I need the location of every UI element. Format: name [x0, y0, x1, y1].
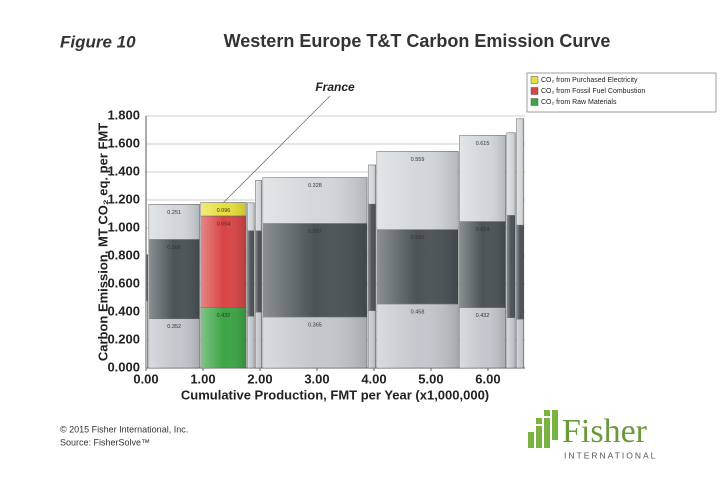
bar-sheen — [368, 310, 376, 368]
y-tick-label: 1.000 — [107, 219, 140, 234]
legend-label: CO₂ from Fossil Fuel Combustion — [541, 88, 645, 95]
bar-sheen — [516, 118, 524, 226]
legend-swatch — [530, 76, 539, 84]
data-label: 0.352 — [167, 324, 181, 330]
bar-sheen — [200, 307, 247, 368]
bar-sheen — [516, 225, 524, 319]
x-tick-label: 6.00 — [475, 371, 500, 386]
logo-mark — [528, 410, 558, 448]
legend-box — [526, 72, 717, 113]
bar-sheen — [506, 132, 516, 216]
x-tick-label: 5.00 — [418, 371, 443, 386]
legend-swatch — [530, 87, 539, 95]
bar-sheen — [247, 316, 255, 368]
x-tick-label: 2.00 — [247, 371, 272, 386]
y-tick-label: 1.400 — [107, 163, 140, 178]
bar-sheen — [459, 221, 506, 308]
y-tick-label: 1.200 — [107, 191, 140, 206]
data-label: 0.614 — [476, 227, 490, 233]
legend-label: CO₂ from Raw Materials — [541, 99, 617, 106]
x-axis-title: Cumulative Production, FMT per Year (x1,… — [181, 387, 489, 402]
copyright: © 2015 Fisher International, Inc. — [60, 424, 188, 434]
data-label: 0.328 — [308, 183, 322, 189]
chart-title: Western Europe T&T Carbon Emission Curve — [224, 31, 611, 51]
bar-sheen — [200, 202, 247, 216]
legend-label: CO₂ from Purchased Electricity — [541, 77, 638, 84]
y-tick-label: 0.000 — [107, 359, 140, 374]
bar-sheen — [262, 177, 368, 224]
logo-name: Fisher — [562, 413, 648, 450]
bar-sheen — [247, 230, 255, 317]
data-label: 0.566 — [167, 245, 181, 251]
data-label: 0.667 — [308, 229, 322, 235]
bar-sheen — [255, 312, 262, 368]
bar-sheen — [459, 307, 506, 368]
bar-sheen — [376, 151, 459, 230]
bar-sheen — [146, 300, 148, 368]
annotation: France — [315, 80, 355, 94]
bar-sheen — [459, 135, 506, 222]
bar-sheen — [506, 317, 516, 368]
y-tick-label: 0.600 — [107, 275, 140, 290]
data-label: 0.251 — [167, 210, 181, 216]
bar-sheen — [516, 319, 524, 368]
data-label: 0.559 — [411, 157, 425, 163]
logo-subtitle: INTERNATIONAL — [564, 450, 657, 460]
bar-sheen — [255, 230, 262, 312]
y-tick-label: 0.800 — [107, 247, 140, 262]
data-label: 0.365 — [308, 322, 322, 328]
bar-sheen — [200, 215, 247, 308]
bar-sheen — [148, 204, 200, 240]
source: Source: FisherSolve™ — [60, 437, 150, 447]
y-tick-label: 0.200 — [107, 331, 140, 346]
data-label: 0.615 — [476, 141, 490, 147]
bar-sheen — [376, 229, 459, 304]
y-tick-label: 1.800 — [107, 107, 140, 122]
y-tick-label: 0.400 — [107, 303, 140, 318]
bar-sheen — [368, 165, 376, 205]
x-tick-label: 3.00 — [304, 371, 329, 386]
x-tick-label: 1.00 — [190, 371, 215, 386]
bar-sheen — [247, 202, 255, 231]
data-label: 0.432 — [217, 313, 231, 319]
data-label: 0.096 — [217, 208, 231, 214]
data-label: 0.654 — [217, 221, 231, 227]
figure-label: Figure 10 — [60, 32, 136, 51]
bar-sheen — [148, 239, 200, 319]
bar-sheen — [368, 204, 376, 311]
bar-sheen — [255, 180, 262, 231]
bar-sheen — [146, 254, 148, 301]
y-tick-label: 1.600 — [107, 135, 140, 150]
bar-sheen — [376, 303, 459, 368]
annotation-line — [223, 95, 331, 203]
data-label: 0.530 — [411, 235, 425, 241]
data-label: 0.458 — [411, 309, 425, 315]
bar-sheen — [506, 215, 516, 318]
x-tick-label: 4.00 — [361, 371, 386, 386]
data-label: 0.432 — [476, 313, 490, 319]
y-axis-title: Carbon Emission, MT CO₂ eq. per FMT — [95, 123, 110, 361]
x-tick-label: 0.00 — [133, 371, 158, 386]
bar-sheen — [148, 318, 200, 368]
legend-swatch — [530, 98, 539, 106]
bar-sheen — [262, 223, 368, 317]
bar-sheen — [262, 316, 368, 368]
